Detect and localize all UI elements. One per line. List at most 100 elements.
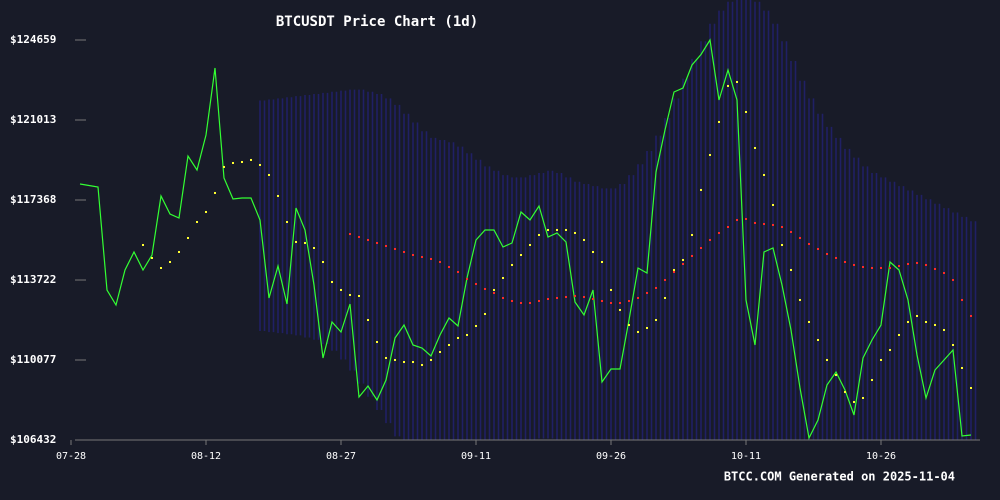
ma-dot: [367, 319, 369, 322]
ma-dot: [817, 247, 819, 250]
ma-dot: [556, 228, 558, 231]
ma-dot: [592, 298, 594, 301]
ma-dot: [808, 242, 810, 245]
ma-dot: [934, 268, 936, 271]
ma-dot: [970, 314, 972, 317]
ma-dot: [556, 296, 558, 299]
ma-dot: [799, 298, 801, 301]
ma-dot: [466, 277, 468, 280]
ma-dot: [655, 286, 657, 289]
ma-dot: [655, 319, 657, 322]
ma-dot: [439, 261, 441, 264]
y-tick-label: $117368: [10, 193, 56, 206]
ma-dot: [844, 391, 846, 394]
price-line: [79, 38, 972, 440]
ma-dot: [151, 256, 153, 259]
ma-dot: [547, 298, 549, 301]
ma-dot: [763, 222, 765, 225]
ma-dot: [511, 263, 513, 266]
ma-dot: [808, 320, 810, 323]
ma-dot: [529, 243, 531, 246]
ma-dot: [520, 301, 522, 304]
ma-dot: [619, 308, 621, 311]
ma-dot: [565, 296, 567, 299]
ma-dot: [457, 270, 459, 273]
ma-dot: [889, 266, 891, 269]
ma-dot: [574, 231, 576, 234]
ma-dot: [484, 312, 486, 315]
ma-dot: [538, 233, 540, 236]
ma-dot: [502, 296, 504, 299]
ma-dot: [709, 153, 711, 156]
ma-dot: [160, 266, 162, 269]
footer: BTCC.COM Generated on 2025-11-04: [724, 470, 955, 484]
ma-dot: [241, 160, 243, 163]
ma-dot: [664, 296, 666, 299]
ma-dot: [340, 288, 342, 291]
ma-dot: [466, 333, 468, 336]
ma-dot: [754, 146, 756, 149]
ma-dot: [376, 340, 378, 343]
x-tick-label: 07-28: [56, 451, 86, 462]
ma-dot: [583, 238, 585, 241]
ma-dot: [385, 356, 387, 359]
ma-dot: [601, 299, 603, 302]
ma-dot: [700, 188, 702, 191]
ma-dot: [412, 361, 414, 364]
ma-dot: [448, 266, 450, 269]
ma-dot: [448, 343, 450, 346]
ma-dot: [484, 287, 486, 290]
ma-dot: [187, 236, 189, 239]
ma-dot: [421, 255, 423, 258]
ma-dot: [205, 210, 207, 213]
ma-dot: [925, 320, 927, 323]
ma-dot: [682, 262, 684, 265]
ma-dot: [916, 314, 918, 317]
ma-dot: [664, 278, 666, 281]
ma-dot: [547, 228, 549, 231]
ma-dot: [286, 220, 288, 223]
ma-dot: [331, 280, 333, 283]
ma-dot: [403, 250, 405, 253]
ma-dot: [925, 263, 927, 266]
ma-dot: [934, 323, 936, 326]
ma-dot: [835, 373, 837, 376]
x-tick-label: 09-26: [596, 451, 626, 462]
ma-dot: [268, 173, 270, 176]
ma-dot: [619, 301, 621, 304]
ma-dot: [691, 233, 693, 236]
ma-dot: [259, 163, 261, 166]
ma-dot: [781, 243, 783, 246]
ma-dot: [223, 165, 225, 168]
ma-dot: [880, 266, 882, 269]
ma-dot: [943, 271, 945, 274]
ma-dot: [898, 264, 900, 267]
ma-dot: [835, 256, 837, 259]
ma-dot: [421, 363, 423, 366]
ma-dot: [475, 282, 477, 285]
ma-dot: [583, 296, 585, 299]
ma-dot: [322, 261, 324, 264]
x-tick-label: 08-12: [191, 451, 221, 462]
ma-dot: [502, 276, 504, 279]
ma-dot: [862, 266, 864, 269]
ma-dot: [943, 328, 945, 331]
x-tick-label: 08-27: [326, 451, 356, 462]
ma-dot: [718, 231, 720, 234]
ma-dot: [376, 241, 378, 244]
ma-dot: [358, 294, 360, 297]
ma-dot: [889, 349, 891, 352]
ma-dot: [475, 324, 477, 327]
ma-dot: [538, 299, 540, 302]
y-tick-label: $124659: [10, 33, 56, 46]
ma-dot: [430, 358, 432, 361]
ma-dot: [592, 250, 594, 253]
ma-dot: [952, 343, 954, 346]
ma-dot: [862, 396, 864, 399]
ma-dot: [700, 246, 702, 249]
ma-dot: [628, 299, 630, 302]
ma-dot: [961, 366, 963, 369]
ma-dot: [628, 323, 630, 326]
ma-dot: [646, 326, 648, 329]
